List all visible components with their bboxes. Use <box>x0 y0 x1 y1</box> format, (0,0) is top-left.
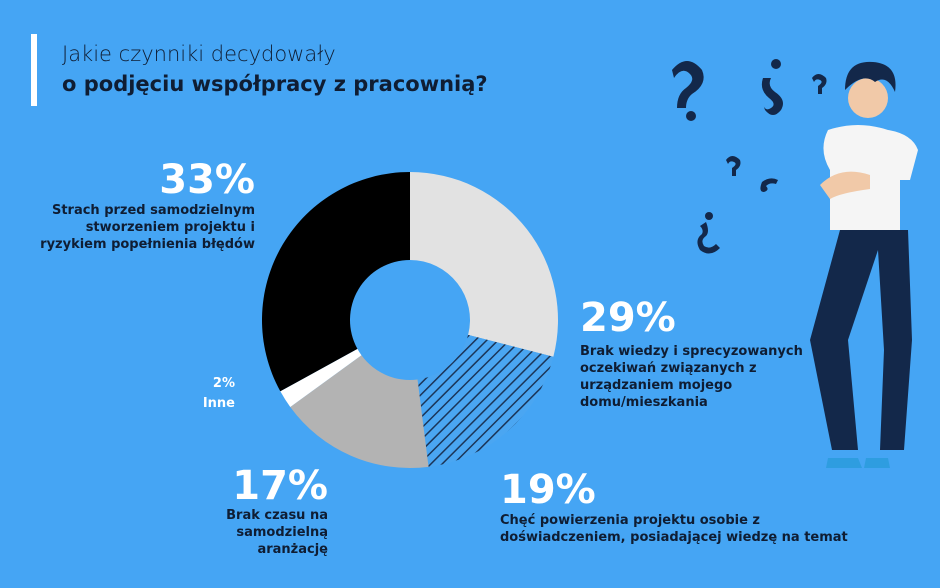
donut-segment <box>290 355 429 469</box>
value-label: 33% <box>159 157 255 203</box>
category-label: Chęć powierzenia projektu osobie z doświ… <box>500 513 848 545</box>
value-label: 29% <box>580 295 676 341</box>
category-label: Brak czasu na samodzielną aranżację <box>226 508 328 557</box>
donut-segment <box>261 172 410 392</box>
category-label: Brak wiedzy i sprecyzowanych oczekiwań z… <box>580 344 803 410</box>
donut-segment <box>417 334 554 467</box>
title-bar <box>31 34 37 106</box>
illustration <box>672 59 918 468</box>
donut-segment <box>410 172 558 357</box>
value-label: 19% <box>500 467 596 513</box>
category-label: Strach przed samodzielnym stworzeniem pr… <box>40 203 255 252</box>
value-label: 2% <box>212 376 235 391</box>
chart-subtitle: o podjęciu współpracy z pracownią? <box>62 72 488 96</box>
chart-title: Jakie czynniki decydowały <box>62 42 336 66</box>
value-label: 17% <box>232 463 328 509</box>
category-label: Inne <box>202 396 235 411</box>
donut-segment <box>280 348 362 407</box>
